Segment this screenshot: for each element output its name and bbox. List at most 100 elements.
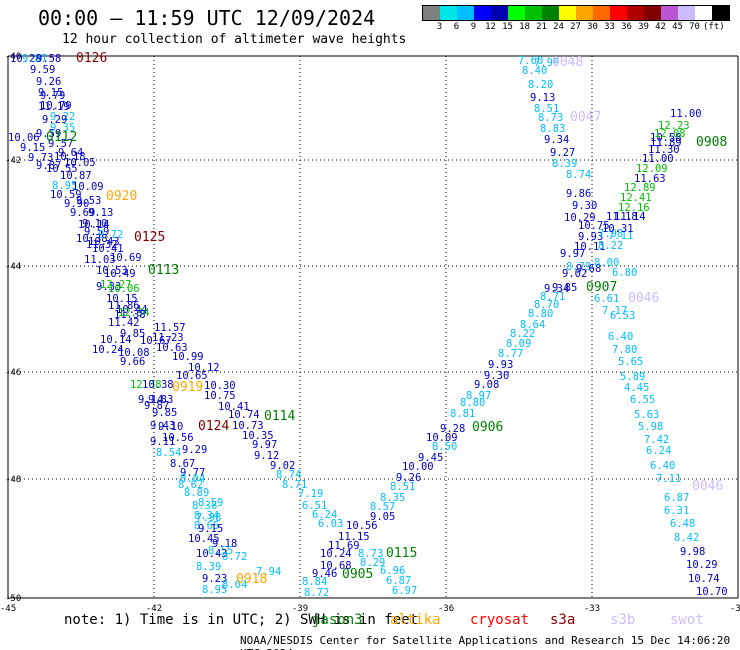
wave-height-label: 9.08	[474, 379, 499, 391]
lon-tick-label: -45	[0, 604, 16, 614]
wave-height-label: 10.31	[602, 223, 634, 235]
wave-height-label: 8.39	[552, 158, 577, 170]
wave-height-label: 12.09	[636, 163, 668, 175]
pass-time-label: 0920	[106, 189, 137, 204]
wave-height-label: 6.40	[608, 331, 633, 343]
wave-height-label: 8.80	[460, 397, 485, 409]
wave-height-label: 10.67	[140, 335, 172, 347]
wave-height-label: 12.89	[624, 182, 656, 194]
footer-note: note: 1) Time is in UTC; 2) SWH is in fe…	[64, 612, 419, 628]
wave-height-label: 7.42	[644, 434, 669, 446]
wave-height-label: 9.30	[484, 370, 509, 382]
wave-height-label: 8.84	[302, 576, 327, 588]
wave-height-label: 8.22	[598, 240, 623, 252]
wave-height-label: 8.51	[390, 481, 415, 493]
pass-time-label: 0114	[264, 409, 295, 424]
wave-height-label: 10.75	[204, 390, 236, 402]
wave-height-label: 12.41	[620, 192, 652, 204]
wave-height-label: 5.89	[620, 371, 645, 383]
lon-tick-label: -42	[146, 604, 162, 614]
wave-height-label: 9.86	[566, 188, 591, 200]
wave-height-label: 6.53	[610, 310, 635, 322]
legend-swatch	[644, 6, 661, 20]
wave-height-label: 6.87	[386, 575, 411, 587]
satellite-legend-item: swot	[670, 612, 704, 628]
wave-height-label: 10.70	[696, 586, 728, 598]
legend-label: 6	[453, 22, 460, 32]
legend-label: 3	[436, 22, 443, 32]
wave-height-label: 8.64	[520, 319, 545, 331]
wave-height-label: 10.75	[578, 220, 610, 232]
wave-height-label: 9.23	[202, 573, 227, 585]
satellite-legend-item: s3a	[550, 612, 576, 628]
wave-height-label: 9.87	[22, 53, 47, 65]
wave-height-label: 10.00	[402, 461, 434, 473]
wave-height-label: 11.32	[86, 239, 118, 251]
wave-height-label: 8.09	[506, 338, 531, 350]
wave-height-label: 11.89	[650, 137, 682, 149]
axis-ticks: -40 -42 -44 -46 -48 -50-45 -42 -39 -36 -33 -30	[0, 52, 740, 614]
wave-height-label: 10.68	[320, 560, 352, 572]
wave-height-label: 10.41	[92, 243, 124, 255]
wave-height-label: 9.05	[370, 511, 395, 523]
pass-time-label: 0905	[342, 567, 373, 582]
pass-time-labels: 0126 0112 0920 0125 0113 0919 0124 0114 0918 0905…	[46, 51, 727, 587]
lat-tick-label: -42	[5, 156, 21, 166]
wave-height-label: 10.15	[106, 293, 138, 305]
wave-height-label: 7.98	[598, 228, 623, 240]
wave-height-label: 6.51	[302, 500, 327, 512]
wave-height-label: 7.80	[612, 344, 637, 356]
wave-height-label: 9.98	[680, 546, 705, 558]
wave-height-label: 10.63	[156, 342, 188, 354]
wave-height-label: 12.16	[618, 202, 650, 214]
wave-height-label: 6.40	[650, 460, 675, 472]
legend-label: 27	[570, 22, 581, 32]
wave-height-label: 8.71	[282, 479, 307, 491]
wave-height-label: 8.95	[52, 180, 77, 192]
wave-height-label: 10.08	[118, 347, 150, 359]
legend-swatch	[542, 6, 559, 20]
wave-height-label: 9.73	[28, 152, 53, 164]
wave-height-label: 9.13	[530, 92, 555, 104]
wave-height-labels: 10.289.879.599.589.269.159.7910.7911.199…	[8, 53, 728, 599]
wave-height-label: 8.83	[540, 123, 565, 135]
legend-label: 45	[672, 22, 683, 32]
pass-time-label: 0908	[696, 135, 727, 150]
wave-height-label: 6.31	[664, 505, 689, 517]
wave-height-label: 8.71	[540, 291, 565, 303]
wave-height-label: 10.09	[426, 432, 458, 444]
wave-height-label: 9.97	[560, 248, 585, 260]
wave-height-label: 10.29	[686, 559, 718, 571]
wave-height-label: 6.24	[312, 509, 337, 521]
wave-height-label: 10.18	[54, 151, 86, 163]
map-grid	[7, 55, 739, 599]
wave-height-label: 8.73	[538, 112, 563, 124]
wave-height-label: 8.54	[156, 447, 181, 459]
lat-tick-label: -46	[5, 368, 21, 378]
wave-height-label: 8.97	[466, 390, 491, 402]
wave-height-label: 4.45	[624, 382, 649, 394]
wave-height-label: 8.77	[498, 348, 523, 360]
legend-label: (ft)	[703, 22, 725, 32]
legend-swatch	[576, 6, 593, 20]
legend-swatch	[457, 6, 474, 20]
wave-height-label: 10.24	[320, 548, 352, 560]
wave-height-label: 10.38	[76, 233, 108, 245]
legend-swatch	[661, 6, 678, 20]
legend-swatch	[593, 6, 610, 20]
pass-time-label: 0919	[172, 380, 203, 395]
lat-tick-label: -50	[5, 594, 21, 604]
wave-height-label: 8.34	[194, 510, 219, 522]
pass-time-label: 0918	[236, 572, 267, 587]
legend-label: 24	[553, 22, 564, 32]
pass-time-label: 0112	[46, 130, 77, 145]
legend-label: 36	[621, 22, 632, 32]
wave-height-label: 8.42	[674, 532, 699, 544]
wave-height-label: 10.56	[346, 520, 378, 532]
wave-height-label: 5.63	[634, 409, 659, 421]
wave-height-label: 10.43	[196, 548, 228, 560]
wave-height-label: 8.57	[370, 501, 395, 513]
wave-height-label: 8.04	[180, 473, 205, 485]
wave-height-label: 8.74	[276, 469, 301, 481]
wave-height-label: 8.29	[360, 557, 385, 569]
